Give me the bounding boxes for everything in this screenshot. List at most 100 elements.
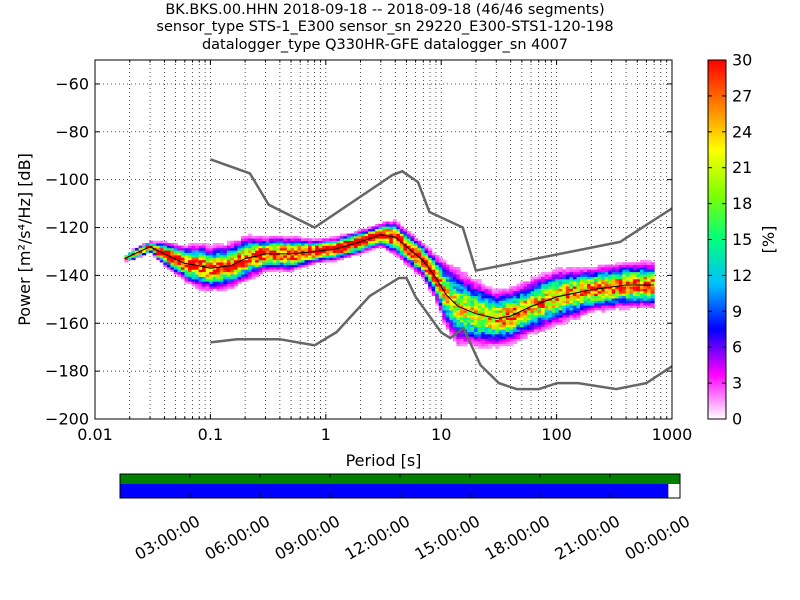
heatmap-cell: [587, 302, 592, 306]
heatmap-cell: [392, 245, 397, 249]
heatmap-cell: [410, 235, 415, 239]
heatmap-cell: [463, 274, 468, 277]
heatmap-cell: [279, 255, 284, 258]
heatmap-cell: [237, 269, 242, 273]
heatmap-cell: [205, 259, 210, 263]
title-line-1: BK.BKS.00.HHN 2018-09-18 -- 2018-09-18 (…: [165, 2, 605, 18]
heatmap-cell: [572, 307, 578, 311]
heatmap-cell: [368, 231, 373, 234]
heatmap-cell: [223, 255, 228, 258]
heatmap-cell: [463, 281, 468, 285]
heatmap-cell: [572, 269, 578, 273]
heatmap-cell: [611, 302, 616, 306]
heatmap-cell: [509, 329, 514, 332]
heatmap-cell: [632, 271, 638, 275]
heatmap-cell: [562, 283, 567, 287]
heatmap-cell: [276, 269, 281, 273]
heatmap-cell: [597, 300, 602, 304]
heatmap-cell: [587, 300, 592, 304]
heatmap-cell: [488, 288, 493, 292]
heatmap-cell: [353, 238, 359, 241]
heatmap-cell: [569, 274, 574, 277]
heatmap-cell: [555, 276, 560, 280]
heatmap-cell: [336, 252, 341, 256]
heatmap-cell: [449, 293, 454, 297]
heatmap-cell: [650, 267, 655, 270]
heatmap-cell: [474, 343, 479, 347]
heatmap-cell: [226, 274, 231, 277]
heatmap-cell: [403, 235, 408, 239]
heatmap-cell: [569, 290, 574, 294]
heatmap-cell: [166, 250, 171, 253]
heatmap-cell: [481, 324, 486, 328]
heatmap-cell: [435, 259, 440, 263]
heatmap-cell: [445, 267, 450, 270]
heatmap-cell: [611, 295, 616, 299]
heatmap-cell: [389, 221, 394, 225]
heatmap-cell: [149, 240, 154, 244]
heatmap-cell: [442, 317, 447, 320]
heatmap-cell: [346, 243, 352, 246]
heatmap-cell: [484, 298, 489, 301]
heatmap-cell: [269, 238, 274, 241]
heatmap-cell: [265, 245, 270, 249]
heatmap-cell: [565, 288, 570, 292]
colorbar-tick-label: 12: [732, 266, 752, 285]
heatmap-cell: [544, 310, 549, 313]
heatmap-cell: [459, 298, 465, 301]
heatmap-cell: [216, 243, 221, 246]
heatmap-cell: [392, 252, 397, 256]
heatmap-cell: [470, 324, 475, 328]
heatmap-cell: [240, 259, 246, 263]
heatmap-cell: [608, 278, 613, 282]
y-tick-label: −180: [45, 362, 89, 381]
heatmap-cell: [523, 317, 528, 320]
heatmap-cell: [325, 252, 330, 256]
heatmap-cell: [534, 298, 539, 301]
heatmap-cell: [297, 257, 302, 261]
heatmap-cell: [481, 319, 486, 323]
heatmap-cell: [202, 276, 207, 280]
colorbar-tick-label: 0: [732, 410, 742, 429]
heatmap-cell: [414, 252, 419, 256]
heatmap-cell: [301, 259, 306, 263]
heatmap-cell: [565, 267, 570, 270]
heatmap-cell: [632, 262, 638, 265]
heatmap-cell: [131, 255, 136, 258]
heatmap-cell: [558, 322, 563, 325]
heatmap-cell: [498, 314, 503, 318]
heatmap-cell: [449, 269, 454, 273]
heatmap-cell: [551, 295, 556, 299]
heatmap-cell: [456, 283, 461, 287]
heatmap-cell: [512, 322, 518, 325]
heatmap-cell: [583, 307, 588, 311]
heatmap-cell: [466, 290, 472, 294]
heatmap-cell: [396, 226, 401, 230]
heatmap-cell: [601, 276, 606, 280]
heatmap-cell: [523, 295, 528, 299]
heatmap-cell: [421, 267, 426, 270]
heatmap-cell: [332, 240, 337, 244]
heatmap-cell: [180, 276, 186, 280]
heatmap-cell: [248, 269, 253, 273]
heatmap-cell: [265, 257, 270, 261]
heatmap-cell: [498, 341, 503, 344]
heatmap-cell: [456, 269, 461, 273]
heatmap-cell: [209, 257, 214, 261]
heatmap-cell: [311, 257, 316, 261]
heatmap-cell: [639, 300, 645, 304]
heatmap-cell: [159, 250, 164, 253]
heatmap-cell: [519, 319, 525, 323]
heatmap-cell: [565, 278, 570, 282]
heatmap-cell: [611, 276, 616, 280]
heatmap-cell: [565, 305, 570, 309]
heatmap-cell: [438, 300, 443, 304]
heatmap-cell: [555, 293, 560, 297]
heatmap-cell: [604, 269, 609, 273]
heatmap-cell: [399, 257, 405, 261]
heatmap-cell: [445, 281, 450, 285]
heatmap-cell: [297, 259, 302, 263]
heatmap-cell: [647, 288, 652, 292]
heatmap-cell: [399, 247, 405, 251]
heatmap-cell: [442, 278, 447, 282]
